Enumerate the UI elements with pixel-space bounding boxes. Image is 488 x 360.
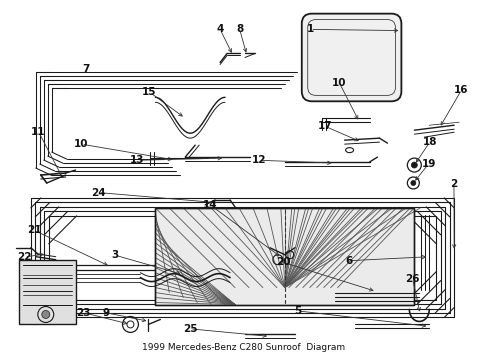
Text: 23: 23 (76, 308, 91, 318)
Text: 26: 26 (405, 274, 419, 284)
Circle shape (410, 162, 416, 168)
Text: 6: 6 (345, 256, 352, 266)
Text: 13: 13 (130, 155, 144, 165)
Text: 9: 9 (102, 308, 109, 318)
Text: 5: 5 (294, 306, 301, 316)
Text: 11: 11 (31, 127, 45, 136)
Text: 22: 22 (17, 252, 32, 262)
Circle shape (41, 310, 50, 319)
Polygon shape (19, 260, 76, 324)
Text: 12: 12 (251, 155, 266, 165)
Text: 10: 10 (74, 139, 88, 149)
Text: 24: 24 (91, 188, 105, 198)
Text: 7: 7 (82, 64, 90, 74)
Text: 18: 18 (422, 138, 436, 147)
Polygon shape (155, 208, 413, 305)
Text: 15: 15 (142, 87, 157, 97)
Text: 1: 1 (306, 24, 313, 35)
Text: 14: 14 (203, 200, 217, 210)
Text: 17: 17 (317, 121, 331, 131)
Text: 20: 20 (276, 257, 290, 267)
Text: 21: 21 (27, 225, 41, 235)
Text: 3: 3 (112, 250, 119, 260)
Text: 1999 Mercedes-Benz C280 Sunroof  Diagram: 1999 Mercedes-Benz C280 Sunroof Diagram (142, 343, 345, 352)
Text: 16: 16 (453, 85, 468, 95)
FancyBboxPatch shape (301, 14, 401, 101)
Text: 2: 2 (449, 179, 457, 189)
Circle shape (410, 180, 415, 185)
Text: 10: 10 (331, 78, 346, 88)
Text: 8: 8 (236, 24, 243, 35)
Text: 4: 4 (216, 24, 224, 35)
Text: 19: 19 (421, 159, 435, 169)
Text: 25: 25 (183, 324, 197, 334)
